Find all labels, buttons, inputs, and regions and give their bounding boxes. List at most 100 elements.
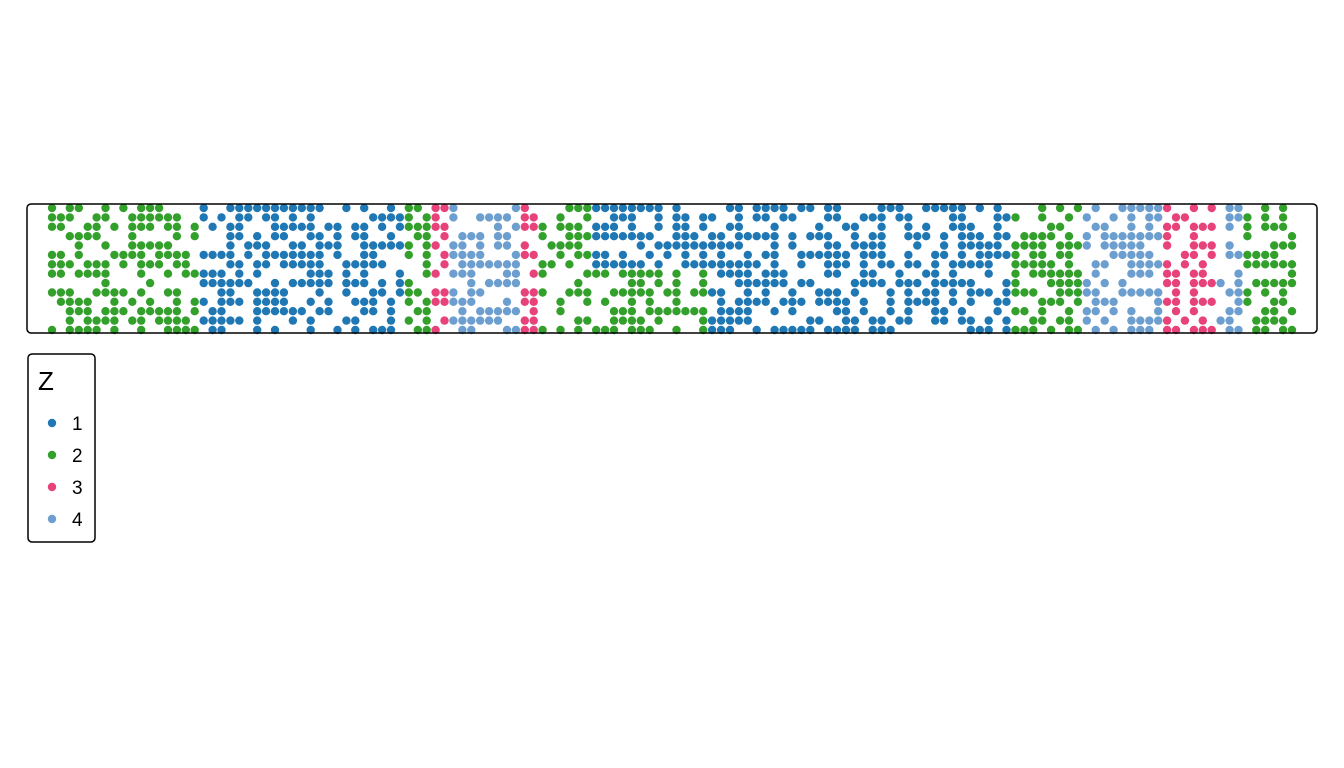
- point-z2: [1073, 288, 1083, 297]
- point-z1: [850, 241, 860, 250]
- point-z1: [832, 203, 842, 213]
- point-z2: [74, 241, 84, 250]
- point-z1: [939, 316, 949, 325]
- point-z1: [360, 241, 369, 250]
- point-z4: [1145, 325, 1154, 335]
- point-z1: [270, 222, 280, 231]
- point-z1: [975, 250, 984, 260]
- point-z4: [476, 213, 485, 222]
- point-z1: [306, 213, 315, 222]
- point-z1: [770, 250, 779, 260]
- point-z1: [788, 325, 797, 335]
- point-z2: [574, 325, 583, 335]
- point-z1: [270, 232, 280, 241]
- point-z2: [65, 213, 75, 222]
- point-z1: [707, 288, 717, 297]
- point-z2: [1243, 297, 1252, 306]
- point-z1: [859, 307, 868, 316]
- point-z1: [253, 316, 262, 325]
- point-z2: [137, 241, 146, 250]
- point-z1: [360, 269, 369, 278]
- point-z3: [1207, 222, 1216, 231]
- point-z1: [297, 260, 306, 269]
- point-z2: [583, 288, 592, 297]
- point-z4: [1234, 213, 1243, 222]
- point-z1: [770, 203, 779, 213]
- point-z2: [1046, 325, 1056, 335]
- point-z1: [208, 325, 217, 335]
- point-z1: [850, 232, 860, 241]
- point-z2: [47, 288, 57, 297]
- point-z1: [217, 213, 226, 222]
- point-z1: [832, 213, 842, 222]
- point-z2: [65, 307, 75, 316]
- point-z1: [868, 250, 877, 260]
- point-z4: [493, 260, 503, 269]
- point-z4: [476, 232, 485, 241]
- point-z4: [1136, 241, 1145, 250]
- point-z2: [92, 288, 101, 297]
- point-z2: [1287, 325, 1297, 335]
- point-z1: [244, 213, 253, 222]
- point-z2: [422, 269, 431, 278]
- point-z1: [199, 203, 208, 213]
- point-z1: [815, 232, 824, 241]
- point-z2: [154, 241, 164, 250]
- point-z1: [681, 260, 690, 269]
- legend-key-3: [47, 482, 57, 492]
- point-z4: [1082, 307, 1092, 316]
- point-z2: [422, 307, 431, 316]
- point-z2: [636, 278, 645, 288]
- point-z2: [1287, 278, 1297, 288]
- point-z1: [663, 241, 672, 250]
- point-z1: [306, 316, 315, 325]
- point-z1: [788, 297, 797, 306]
- point-z1: [261, 250, 271, 260]
- point-z2: [538, 260, 547, 269]
- point-z1: [922, 203, 931, 213]
- point-z4: [1118, 250, 1127, 260]
- point-z3: [1189, 269, 1199, 278]
- point-z2: [1011, 269, 1020, 278]
- point-z1: [261, 213, 271, 222]
- point-z2: [1055, 250, 1065, 260]
- point-z1: [877, 241, 886, 250]
- point-z2: [1011, 307, 1020, 316]
- point-z1: [716, 316, 726, 325]
- point-z3: [1162, 203, 1172, 213]
- point-z1: [377, 325, 387, 335]
- point-z1: [654, 213, 663, 222]
- point-z3: [1207, 278, 1216, 288]
- point-z3: [440, 260, 449, 269]
- point-z4: [502, 232, 512, 241]
- point-z1: [199, 269, 208, 278]
- point-z1: [1002, 278, 1011, 288]
- point-z4: [1234, 250, 1243, 260]
- point-z2: [1278, 222, 1288, 231]
- point-z1: [993, 203, 1002, 213]
- point-z2: [627, 269, 637, 278]
- point-z1: [618, 213, 628, 222]
- point-z1: [806, 203, 815, 213]
- point-z1: [939, 250, 949, 260]
- point-z4: [484, 316, 494, 325]
- point-z1: [342, 316, 351, 325]
- point-z1: [752, 325, 761, 335]
- point-z2: [1046, 232, 1056, 241]
- point-z1: [288, 307, 298, 316]
- point-z1: [315, 288, 324, 297]
- point-z1: [984, 260, 993, 269]
- point-z1: [270, 307, 280, 316]
- point-z2: [654, 278, 663, 288]
- point-z2: [172, 316, 182, 325]
- point-z3: [1180, 250, 1190, 260]
- point-z1: [904, 316, 913, 325]
- point-z2: [172, 288, 182, 297]
- point-z1: [351, 297, 360, 306]
- point-z1: [716, 307, 726, 316]
- point-z2: [154, 307, 164, 316]
- point-z2: [47, 250, 57, 260]
- point-z1: [244, 278, 253, 288]
- point-z1: [235, 203, 244, 213]
- point-z2: [609, 325, 619, 335]
